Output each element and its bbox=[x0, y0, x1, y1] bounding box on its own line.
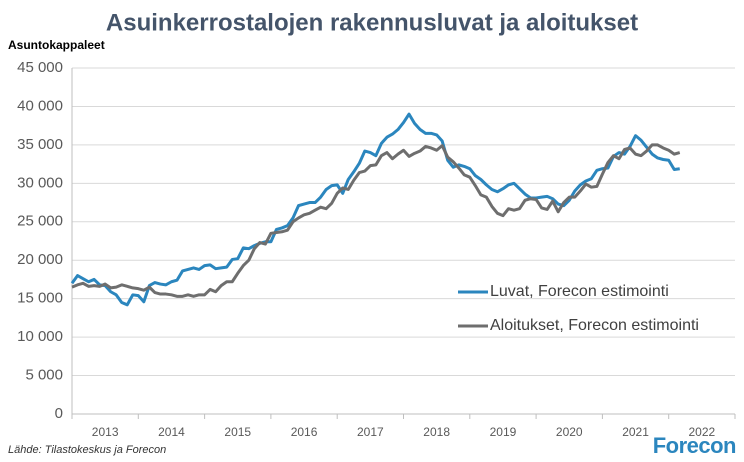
x-tick-label: 2017 bbox=[357, 425, 384, 439]
x-tick-label: 2021 bbox=[622, 425, 649, 439]
y-axis-label: Asuntokappaleet bbox=[8, 38, 105, 52]
y-tick-label: 0 bbox=[55, 405, 63, 422]
y-tick-label: 15 000 bbox=[17, 290, 63, 307]
x-tick-label: 2014 bbox=[158, 425, 185, 439]
chart-title: Asuinkerrostalojen rakennusluvat ja aloi… bbox=[106, 9, 638, 36]
source: Lähde: Tilastokeskus ja Forecon bbox=[8, 444, 166, 456]
x-tick-label: 2018 bbox=[423, 425, 450, 439]
x-tick-label: 2013 bbox=[92, 425, 119, 439]
y-tick-label: 35 000 bbox=[17, 136, 63, 153]
x-tick-label: 2019 bbox=[490, 425, 517, 439]
y-tick-label: 45 000 bbox=[17, 59, 63, 76]
legend-label: Luvat, Forecon estimointi bbox=[490, 283, 669, 300]
series-line bbox=[70, 112, 680, 307]
y-tick-label: 10 000 bbox=[17, 328, 63, 345]
x-tick-label: 2022 bbox=[688, 425, 715, 439]
legend-label: Aloitukset, Forecon estimointi bbox=[490, 317, 699, 334]
x-tick-label: 2016 bbox=[291, 425, 318, 439]
y-tick-label: 40 000 bbox=[17, 97, 63, 114]
y-tick-label: 25 000 bbox=[17, 213, 63, 230]
x-tick-label: 2015 bbox=[224, 425, 251, 439]
y-tick-label: 20 000 bbox=[17, 251, 63, 268]
y-tick-label: 5 000 bbox=[25, 367, 63, 384]
y-tick-label: 30 000 bbox=[17, 174, 63, 191]
series-line bbox=[71, 143, 681, 298]
x-tick-label: 2020 bbox=[556, 425, 583, 439]
logo: Forecon bbox=[653, 433, 736, 458]
